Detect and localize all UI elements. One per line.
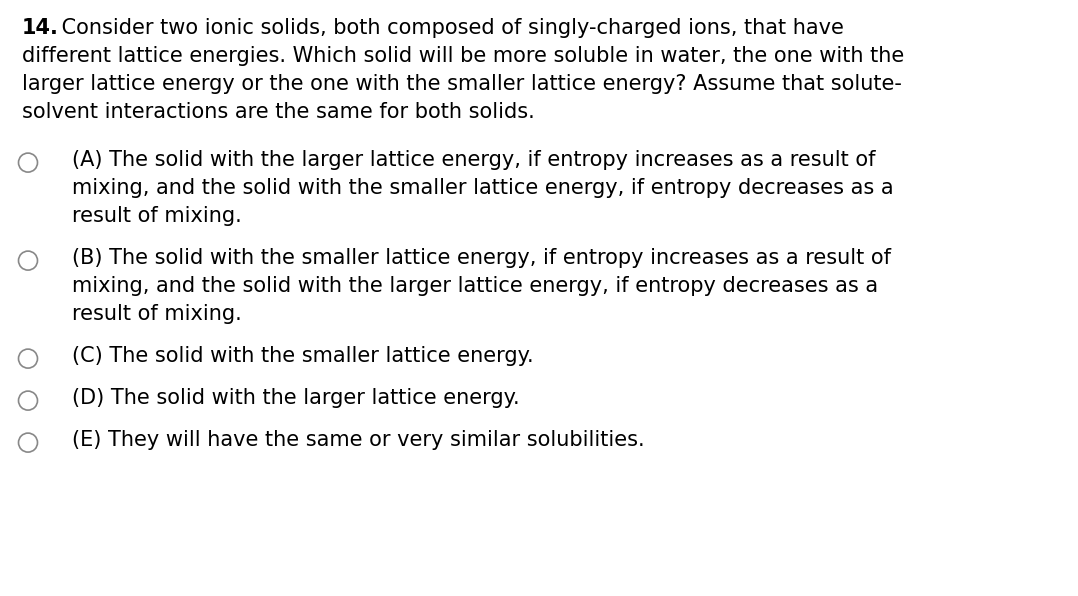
Text: (D) The solid with the larger lattice energy.: (D) The solid with the larger lattice en… (72, 388, 520, 408)
Text: (C) The solid with the smaller lattice energy.: (C) The solid with the smaller lattice e… (72, 346, 534, 366)
Text: mixing, and the solid with the smaller lattice energy, if entropy decreases as a: mixing, and the solid with the smaller l… (72, 178, 894, 198)
Text: mixing, and the solid with the larger lattice energy, if entropy decreases as a: mixing, and the solid with the larger la… (72, 276, 879, 296)
Text: 14.: 14. (22, 18, 59, 38)
Text: result of mixing.: result of mixing. (72, 304, 241, 324)
Text: result of mixing.: result of mixing. (72, 206, 241, 226)
Text: larger lattice energy or the one with the smaller lattice energy? Assume that so: larger lattice energy or the one with th… (22, 74, 902, 94)
Text: Consider two ionic solids, both composed of singly-charged ions, that have: Consider two ionic solids, both composed… (55, 18, 844, 38)
Text: (E) They will have the same or very similar solubilities.: (E) They will have the same or very simi… (72, 430, 645, 450)
Text: (A) The solid with the larger lattice energy, if entropy increases as a result o: (A) The solid with the larger lattice en… (72, 150, 875, 170)
Text: solvent interactions are the same for both solids.: solvent interactions are the same for bo… (22, 102, 535, 122)
Text: (B) The solid with the smaller lattice energy, if entropy increases as a result : (B) The solid with the smaller lattice e… (72, 248, 892, 268)
Text: different lattice energies. Which solid will be more soluble in water, the one w: different lattice energies. Which solid … (22, 46, 904, 66)
